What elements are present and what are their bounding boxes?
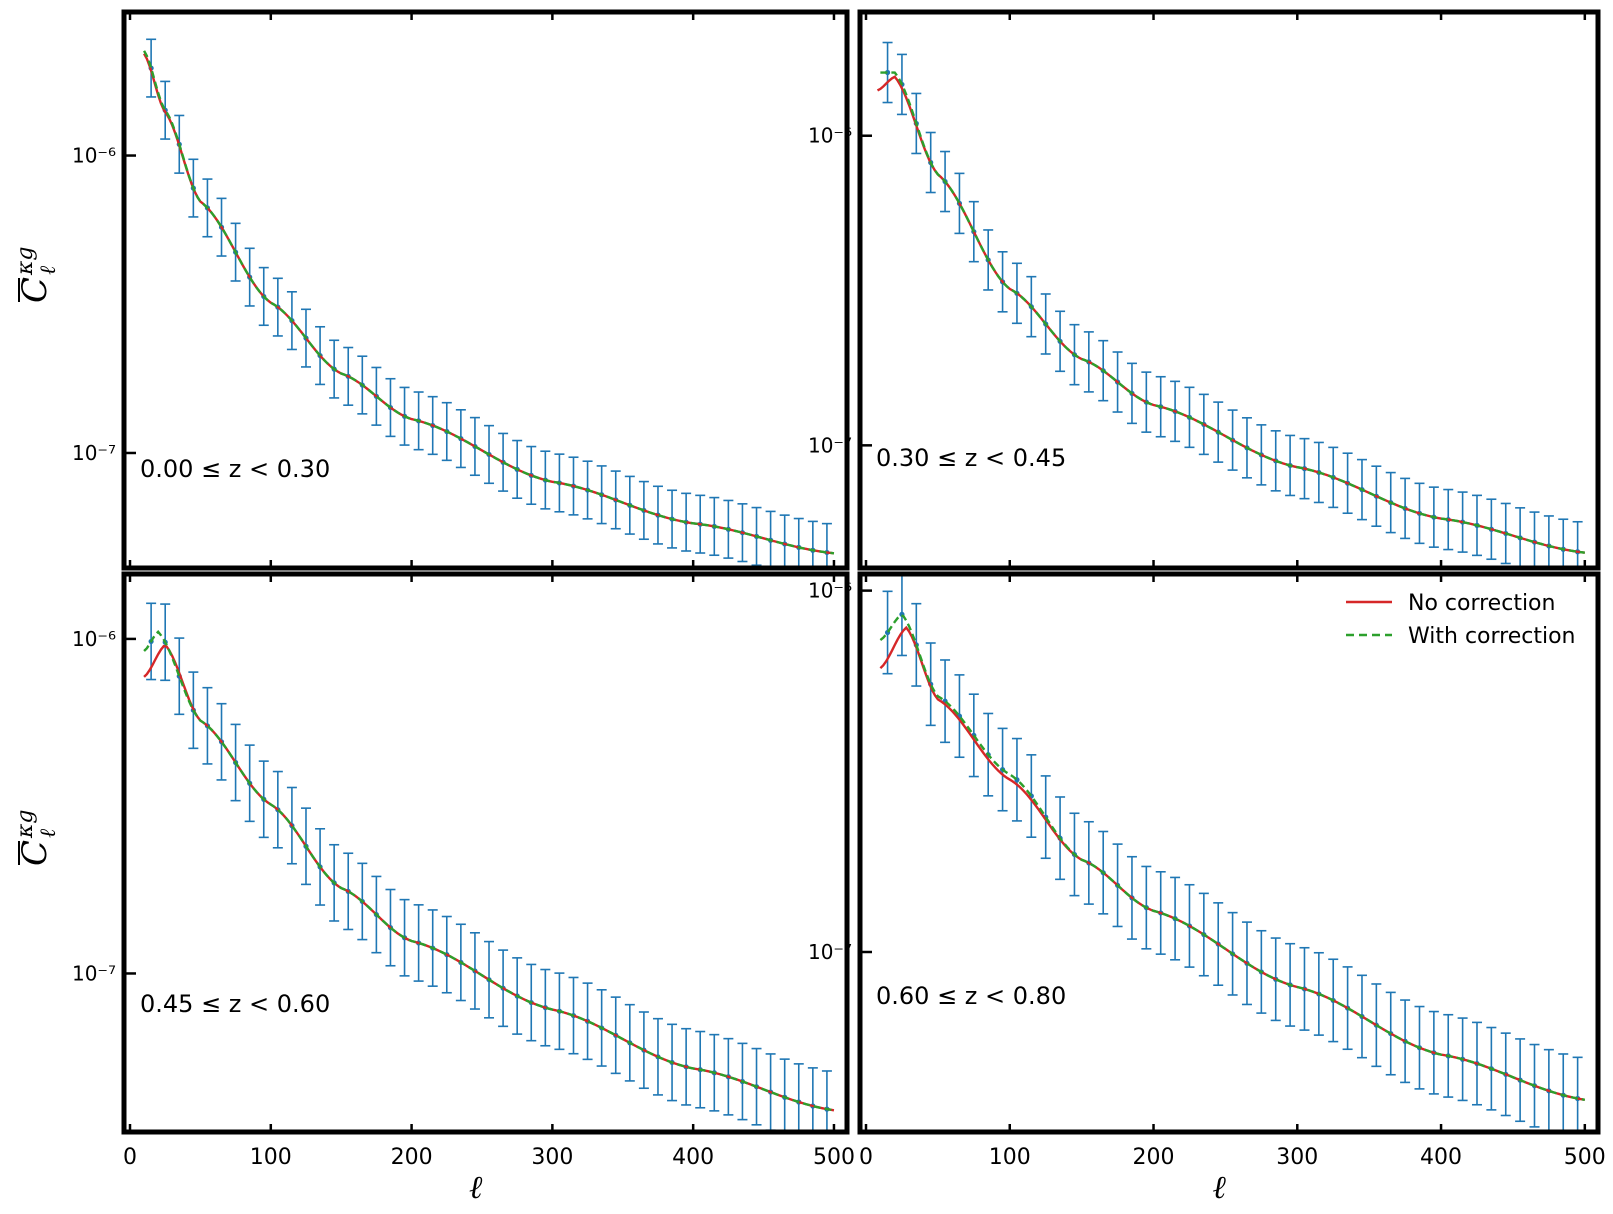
series-line-no-correction [879, 625, 1586, 1101]
x-tick-label: 400 [1420, 1145, 1462, 1170]
y-axis-label-sub: ℓ [36, 828, 61, 838]
panel-4: 10⁻⁶ 10⁻⁷ 0.60 ≤ z < 0.80 [808, 571, 1601, 1135]
panel-redshift-label: 0.45 ≤ z < 0.60 [140, 990, 330, 1018]
y-tick-label: 10⁻⁷ [72, 441, 116, 465]
series-line-no-correction [876, 75, 1585, 554]
x-axis-label: ℓ [1212, 1168, 1226, 1206]
series-line-with-correction [879, 613, 1586, 1101]
y-tick-label: 10⁻⁷ [808, 433, 852, 457]
x-tick-label: 300 [531, 1145, 573, 1170]
series-line-with-correction [143, 630, 835, 1112]
y-tick-label: 10⁻⁶ [808, 124, 852, 148]
x-tick-label: 100 [989, 1145, 1031, 1170]
plot-area [879, 574, 1586, 1132]
y-axis-label-sup: κg [13, 809, 38, 839]
panel-2: 10⁻⁶ 10⁻⁷ 0.30 ≤ z < 0.45 [808, 9, 1601, 571]
panel-redshift-label: 0.30 ≤ z < 0.45 [876, 444, 1066, 472]
x-axis-label: ℓ [469, 1168, 483, 1206]
panel-frame [857, 9, 1601, 571]
y-tick-label: 10⁻⁶ [808, 579, 852, 603]
x-tick-label: 100 [250, 1145, 292, 1170]
y-axis-label-sub: ℓ [36, 265, 61, 275]
y-axis-label-main: C [15, 840, 55, 866]
x-tick-label: 0 [123, 1145, 137, 1170]
legend: No correction With correction [1346, 591, 1576, 649]
x-tick-label: 400 [672, 1145, 714, 1170]
legend-label: No correction [1408, 591, 1555, 616]
series-line-no-correction [143, 644, 835, 1112]
panel-redshift-label: 0.00 ≤ z < 0.30 [140, 455, 330, 483]
y-tick-label: 10⁻⁷ [808, 940, 852, 964]
y-tick-label: 10⁻⁷ [72, 961, 116, 985]
x-tick-label: 200 [391, 1145, 433, 1170]
data-point [884, 69, 891, 76]
y-tick-label: 10⁻⁶ [72, 627, 116, 651]
panel-3: 10⁻⁶ 10⁻⁷ 0.45 ≤ z < 0.60 [72, 571, 850, 1135]
plot-area [876, 41, 1585, 568]
y-axis-label-sup: κg [13, 246, 38, 276]
panel-redshift-label: 0.60 ≤ z < 0.80 [876, 982, 1066, 1010]
panel-frame [857, 571, 1601, 1135]
series-line-with-correction [880, 71, 1585, 554]
x-tick-label: 0 [859, 1145, 873, 1170]
plot-area [143, 38, 835, 568]
panel-frame [121, 9, 850, 571]
x-tick-label: 300 [1276, 1145, 1318, 1170]
y-tick-label: 10⁻⁶ [72, 144, 116, 168]
x-tick-label: 500 [1564, 1145, 1606, 1170]
panel-1: 10⁻⁶ 10⁻⁷ 0.00 ≤ z < 0.30 [72, 9, 850, 571]
plot-area [143, 602, 835, 1132]
series-line-with-correction [143, 50, 835, 555]
x-tick-label: 500 [813, 1145, 855, 1170]
panel-frame [121, 571, 850, 1135]
legend-label: With correction [1408, 624, 1576, 649]
x-tick-label: 200 [1133, 1145, 1175, 1170]
y-axis-label-main: C [15, 277, 55, 303]
